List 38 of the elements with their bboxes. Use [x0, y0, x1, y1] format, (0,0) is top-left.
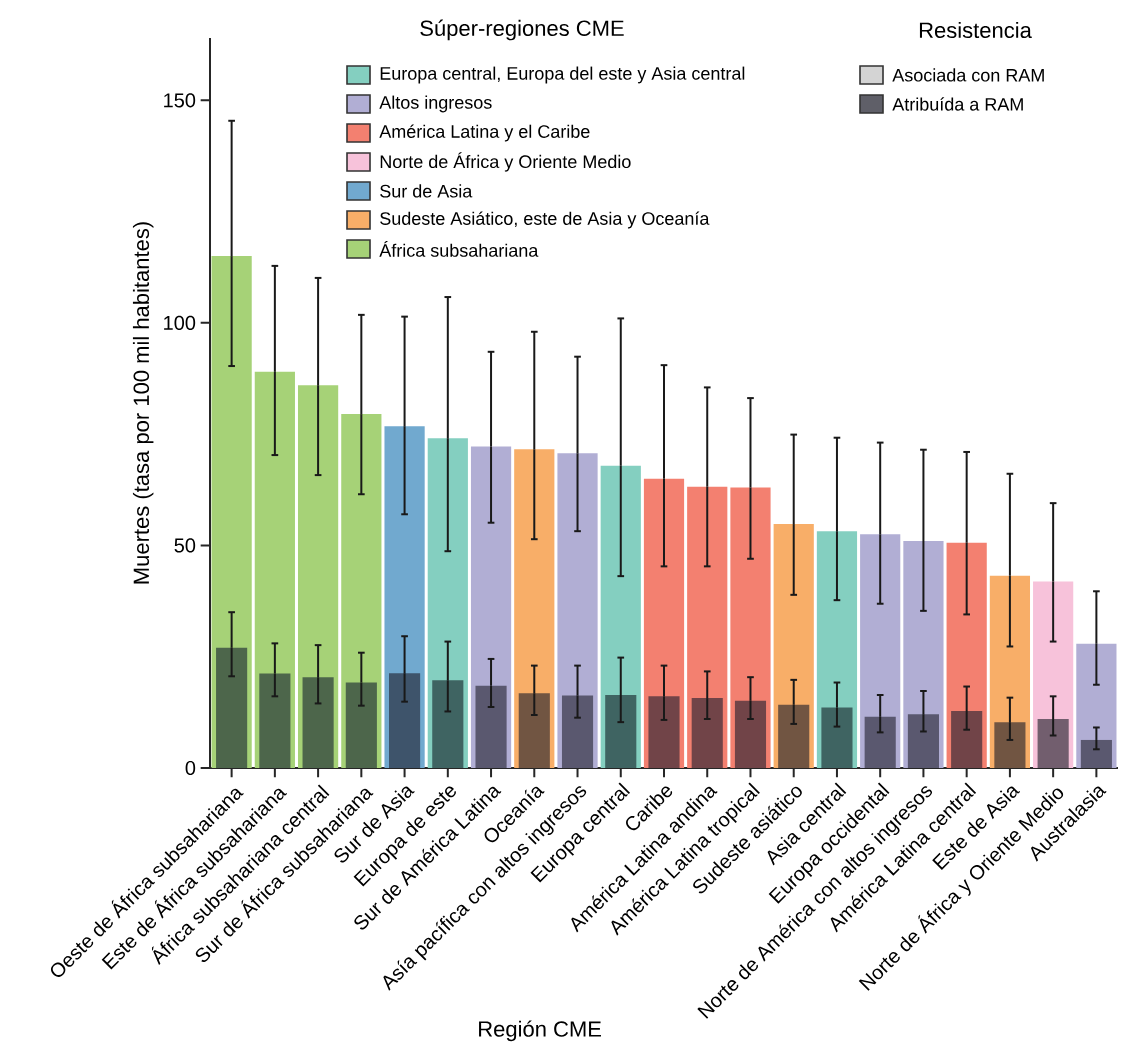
- bar: [432, 680, 464, 768]
- legend-label: Europa central, Europa del este y Asia central: [380, 66, 745, 84]
- legend-label: Sudeste Asiático, este de Asia y Oceanía: [380, 211, 710, 229]
- bar: [951, 711, 983, 768]
- legend-label: Sur de Asia: [380, 184, 473, 198]
- y-tick-label: 100: [164, 315, 196, 330]
- legend-label: Asociada con RAM: [892, 68, 1044, 82]
- bar: [389, 673, 421, 768]
- annotation: Resistencia: [919, 21, 1032, 39]
- y-tick-label: 50: [174, 538, 196, 553]
- y-tick-label: 0: [185, 760, 196, 776]
- legend-label: Atribuída a RAM: [892, 97, 1023, 111]
- bar: [778, 704, 810, 768]
- legend-label: África subsahariana: [379, 241, 539, 257]
- bar: [345, 682, 377, 768]
- bar: [1037, 719, 1069, 768]
- bar: [216, 647, 248, 768]
- y-tick-label: 150: [164, 93, 196, 108]
- bar: [691, 698, 723, 768]
- bar: [1080, 739, 1112, 768]
- bar: [821, 707, 853, 768]
- bar: [302, 677, 334, 768]
- bar: [907, 714, 939, 768]
- bar: [864, 716, 896, 768]
- bar: [475, 685, 507, 768]
- x-axis-title: Región CME: [479, 1020, 601, 1042]
- bar: [994, 722, 1026, 768]
- legend-label: América Latina y el Caribe: [379, 124, 590, 142]
- bar: [605, 694, 637, 768]
- bar: [259, 673, 291, 768]
- legend-label: Altos ingresos: [379, 95, 492, 113]
- bar: [518, 693, 550, 768]
- bar: [561, 695, 594, 768]
- y-axis-title: Muertes (tasa por 100 mil habitantes): [132, 222, 154, 584]
- legend-label: Norte de África y Oriente Medio: [380, 152, 631, 172]
- bar: [648, 696, 680, 768]
- bar: [734, 700, 767, 768]
- legend-title: Súper-regiones CME: [420, 19, 624, 41]
